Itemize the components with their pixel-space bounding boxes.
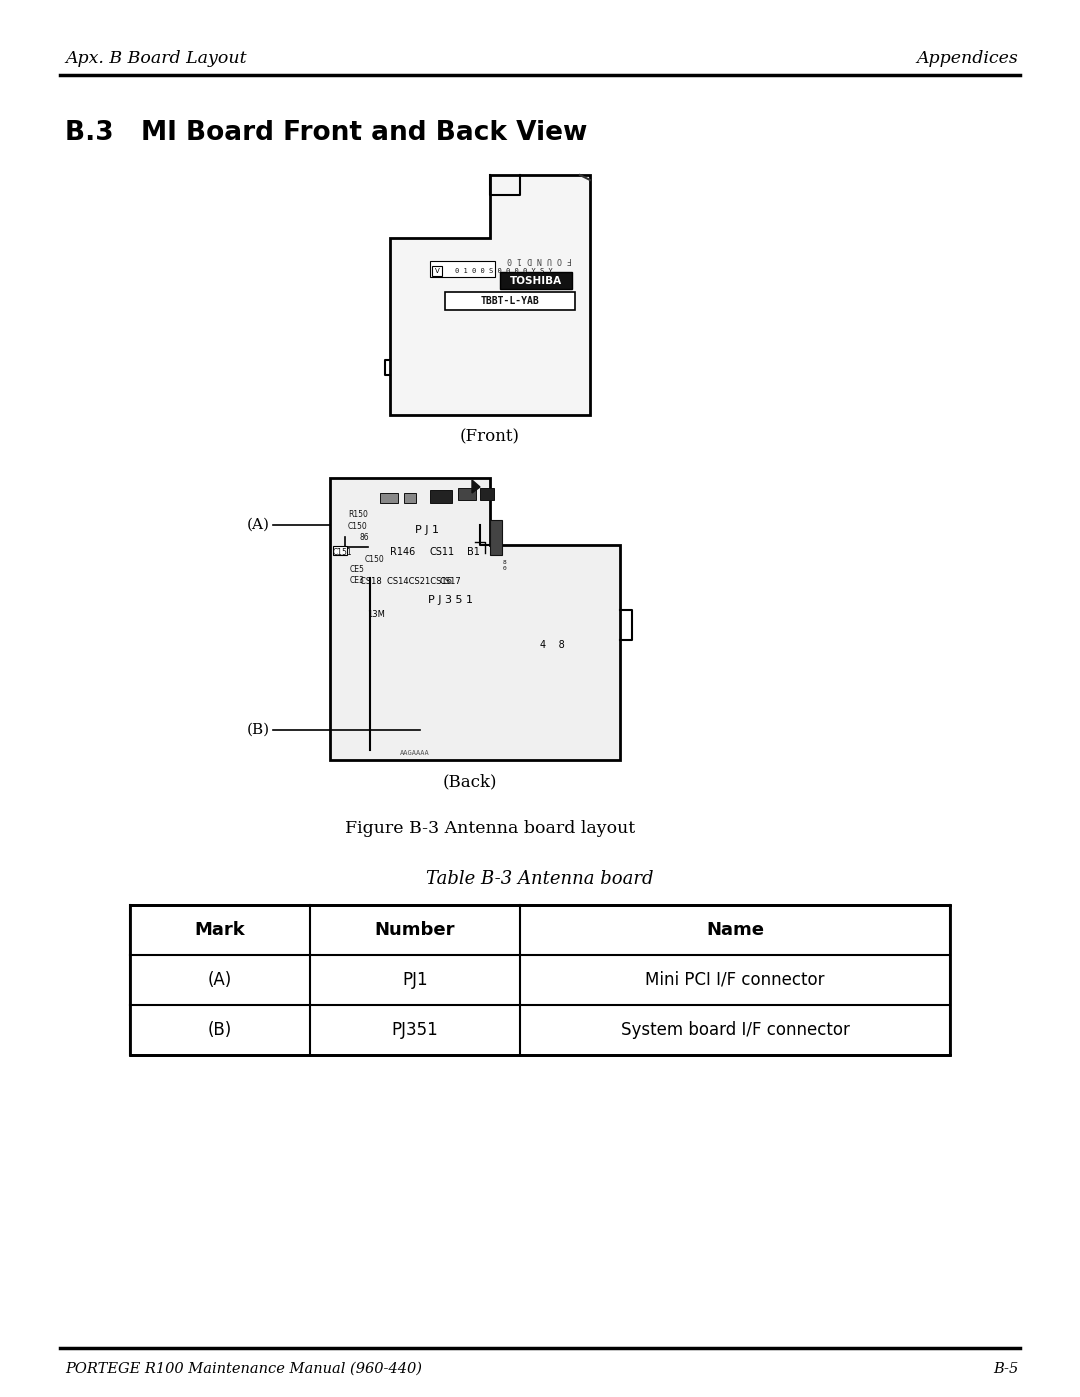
Polygon shape: [390, 175, 590, 415]
Text: Figure B-3 Antenna board layout: Figure B-3 Antenna board layout: [345, 820, 635, 837]
Bar: [490, 520, 502, 555]
Text: CS17: CS17: [440, 577, 462, 585]
Text: CS11: CS11: [430, 548, 455, 557]
Text: (Front): (Front): [460, 427, 519, 446]
Text: C150: C150: [365, 555, 384, 564]
Polygon shape: [330, 478, 620, 760]
Text: (B): (B): [247, 724, 270, 738]
Text: 0 1 0 0 S 0 0 0 0 Y S Y: 0 1 0 0 S 0 0 0 0 Y S Y: [455, 268, 553, 274]
Text: Number: Number: [375, 921, 456, 939]
Text: Mark: Mark: [194, 921, 245, 939]
Bar: [480, 488, 494, 500]
Text: Name: Name: [706, 921, 764, 939]
Text: R146: R146: [390, 548, 415, 557]
Text: AAGAAAA: AAGAAAA: [400, 750, 430, 756]
Text: CE5: CE5: [350, 564, 365, 574]
Text: B1: B1: [467, 548, 480, 557]
Text: P J 1: P J 1: [415, 525, 438, 535]
Text: Appendices: Appendices: [916, 50, 1018, 67]
Text: CS18  CS14CS21CS16: CS18 CS14CS21CS16: [360, 577, 453, 585]
Text: 8
0: 8 0: [503, 560, 507, 571]
Text: System board I/F connector: System board I/F connector: [621, 1021, 850, 1039]
Bar: [500, 272, 572, 289]
Text: (Back): (Back): [443, 773, 497, 789]
Text: 4    8: 4 8: [540, 640, 565, 650]
Text: (A): (A): [247, 518, 270, 532]
Bar: [380, 493, 399, 503]
Text: Table B-3 Antenna board: Table B-3 Antenna board: [427, 870, 653, 888]
Bar: [445, 292, 575, 310]
Bar: [458, 488, 476, 500]
Text: PJ351: PJ351: [392, 1021, 438, 1039]
Text: Apx. B Board Layout: Apx. B Board Layout: [65, 50, 246, 67]
Text: (B): (B): [207, 1021, 232, 1039]
Text: TBBT-L-YAB: TBBT-L-YAB: [481, 296, 539, 306]
Text: V: V: [434, 268, 440, 274]
Text: F O U N D 1 0: F O U N D 1 0: [508, 256, 572, 264]
Text: PJ1: PJ1: [402, 971, 428, 989]
Text: 13M: 13M: [367, 610, 384, 619]
Bar: [333, 546, 347, 555]
Bar: [432, 265, 442, 277]
Text: B-5: B-5: [993, 1362, 1018, 1376]
Text: P J 3 5 1: P J 3 5 1: [428, 595, 473, 605]
Text: PORTEGE R100 Maintenance Manual (960-440): PORTEGE R100 Maintenance Manual (960-440…: [65, 1362, 422, 1376]
Bar: [430, 261, 495, 277]
Text: CE3: CE3: [350, 576, 365, 585]
Text: 86: 86: [360, 534, 369, 542]
Text: R150: R150: [348, 510, 368, 520]
Text: B.3   MI Board Front and Back View: B.3 MI Board Front and Back View: [65, 120, 588, 147]
Bar: [404, 493, 416, 503]
Text: TOSHIBA: TOSHIBA: [510, 275, 562, 285]
Text: C150: C150: [348, 522, 368, 531]
Polygon shape: [472, 481, 480, 493]
Text: Mini PCI I/F connector: Mini PCI I/F connector: [645, 971, 825, 989]
Text: C151: C151: [333, 548, 353, 557]
Bar: [430, 490, 453, 503]
Text: (A): (A): [207, 971, 232, 989]
